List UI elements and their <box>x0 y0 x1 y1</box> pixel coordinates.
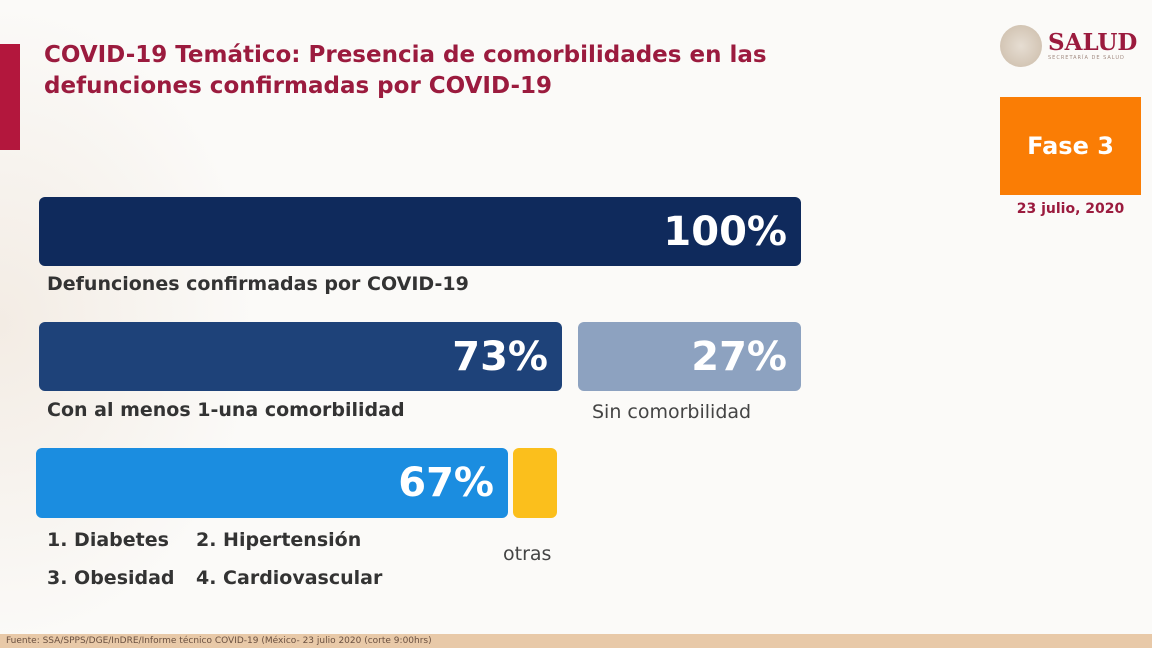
label-with-comorbidity: Con al menos 1-una comorbilidad <box>47 399 405 421</box>
bar-total-deaths: 100% <box>39 197 801 266</box>
logo-name: SALUD <box>1048 29 1138 56</box>
accent-bar <box>0 44 20 150</box>
bar-top-comorbidities: 67% <box>36 448 508 518</box>
phase-badge: Fase 3 <box>1000 97 1141 195</box>
source-footer: Fuente: SSA/SPPS/DGE/InDRE/Informe técni… <box>0 634 1152 648</box>
comorbidity-3: 3. Obesidad <box>47 567 175 589</box>
date-label: 23 julio, 2020 <box>1016 201 1125 217</box>
seal-icon <box>1000 25 1042 67</box>
bar-without-comorbidity: 27% <box>578 322 801 391</box>
label-without-comorbidity: Sin comorbilidad <box>592 401 752 423</box>
label-total-deaths: Defunciones confirmadas por COVID-19 <box>47 273 469 295</box>
comorbidity-1: 1. Diabetes <box>47 529 169 551</box>
logo-subtitle: SECRETARÍA DE SALUD <box>1048 55 1125 61</box>
salud-logo: SALUD SECRETARÍA DE SALUD <box>1000 25 1137 67</box>
label-other: otras <box>503 543 552 565</box>
bar-other <box>513 448 557 518</box>
bar-with-comorbidity: 73% <box>39 322 562 391</box>
comorbidity-2: 2. Hipertensión <box>196 529 362 551</box>
page-title: COVID-19 Temático: Presencia de comorbil… <box>44 42 767 99</box>
comorbidity-4: 4. Cardiovascular <box>196 567 383 589</box>
